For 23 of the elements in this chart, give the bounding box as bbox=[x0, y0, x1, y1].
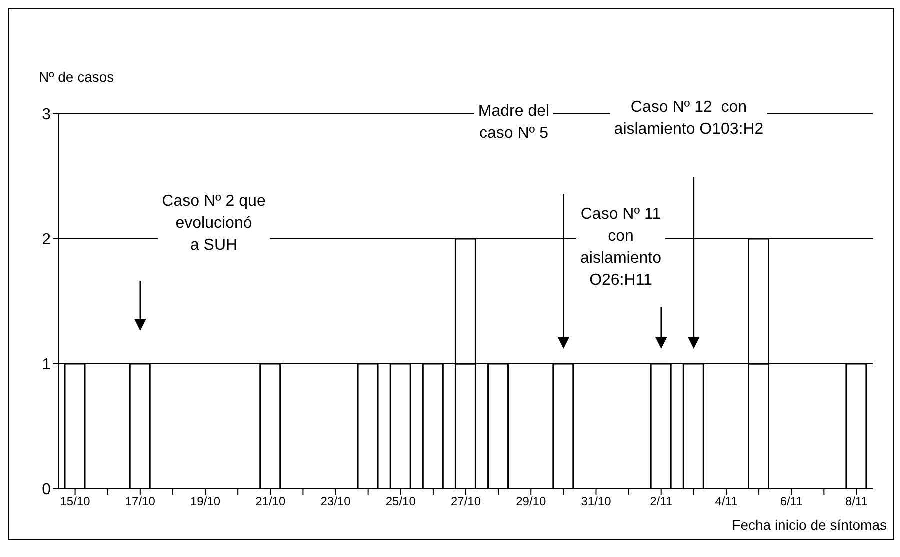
annotation: Caso Nº 11 con aislamiento O26:H11 bbox=[576, 204, 666, 292]
annotation: Madre del caso Nº 5 bbox=[474, 101, 554, 145]
y-tick-label: 0 bbox=[42, 482, 52, 499]
y-tick-label: 1 bbox=[42, 356, 52, 374]
annotation: Caso Nº 2 que evolucionó a SUH bbox=[158, 191, 270, 257]
x-tick-label: 4/11 bbox=[715, 494, 738, 509]
x-tick-label: 25/10 bbox=[386, 494, 416, 509]
x-tick-label: 23/10 bbox=[320, 494, 352, 509]
x-tick-label: 27/10 bbox=[450, 494, 482, 509]
annotation: Caso Nº 12 con aislamiento O103:H2 bbox=[610, 97, 768, 141]
x-axis-title: Fecha inicio de síntomas bbox=[732, 517, 887, 533]
x-tick-label: 17/10 bbox=[125, 494, 156, 509]
y-axis-title: Nº de casos bbox=[39, 69, 114, 85]
y-tick-label: 2 bbox=[42, 232, 52, 249]
x-tick-label: 21/10 bbox=[256, 494, 286, 509]
x-tick-label: 8/11 bbox=[845, 494, 868, 509]
x-tick-label: 2/11 bbox=[650, 494, 673, 509]
y-tick-label: 3 bbox=[42, 106, 52, 124]
x-tick-label: 6/11 bbox=[780, 494, 804, 509]
x-tick-label: 19/10 bbox=[190, 494, 221, 509]
x-tick-label: 15/10 bbox=[60, 494, 91, 509]
x-tick-label: 31/10 bbox=[581, 494, 612, 509]
x-tick-label: 29/10 bbox=[516, 494, 546, 509]
